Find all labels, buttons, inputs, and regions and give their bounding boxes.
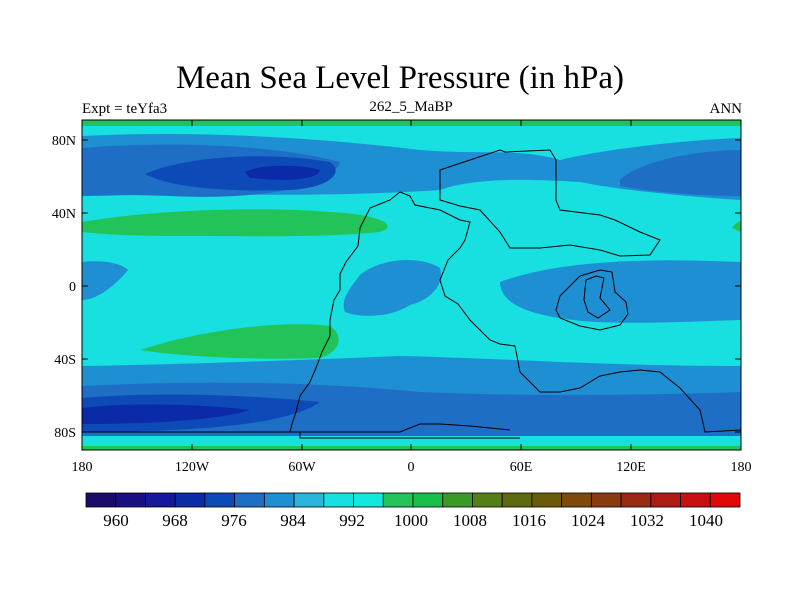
colorbar-swatch xyxy=(590,492,622,508)
colorbar-label: 1024 xyxy=(571,511,606,530)
colorbar-label: 1032 xyxy=(630,511,664,530)
northern-continent-outline xyxy=(439,149,661,257)
colorbar-swatch xyxy=(650,492,681,508)
north-pacific-high xyxy=(82,209,388,237)
lat-label: 80N xyxy=(52,134,76,149)
colorbar-label: 984 xyxy=(280,511,306,530)
equatorial-low-west xyxy=(82,261,128,300)
colorbar-swatch xyxy=(680,492,711,508)
colorbar-swatch xyxy=(115,492,146,508)
colorbar-swatch xyxy=(204,492,236,508)
eastern-coast-outline xyxy=(399,191,741,433)
colorbar-swatch xyxy=(353,492,384,508)
colorbar-swatch xyxy=(382,492,414,508)
colorbar-labels: 960 968 976 984 992 1000 1008 1016 1024 … xyxy=(103,511,723,530)
colorbar-swatch xyxy=(531,492,563,508)
equatorial-low-east xyxy=(500,260,741,323)
aleutian-low xyxy=(145,156,336,191)
lon-label: 60E xyxy=(510,460,533,475)
colorbar-swatch xyxy=(442,492,473,508)
lon-label: 0 xyxy=(408,460,415,475)
pressure-field xyxy=(82,120,741,450)
colorbar-swatch xyxy=(620,492,652,508)
colorbar-swatch xyxy=(561,492,592,508)
colorbar-label: 992 xyxy=(339,511,365,530)
lat-label: 40N xyxy=(52,207,76,222)
lat-label: 0 xyxy=(69,280,76,295)
colorbar-swatch xyxy=(709,492,741,508)
equatorial-low-central xyxy=(343,259,441,316)
season-label: ANN xyxy=(709,101,743,117)
aleutian-low-core xyxy=(245,165,320,180)
colorbar-swatch xyxy=(263,492,295,508)
colorbar-swatch xyxy=(412,492,444,508)
colorbar-swatch xyxy=(323,492,354,508)
western-coast-outline xyxy=(289,191,511,433)
lon-label: 120E xyxy=(616,460,646,475)
colorbar-swatch xyxy=(501,492,533,508)
plot-title: Mean Sea Level Pressure (in hPa) xyxy=(175,60,625,96)
icelandic-low xyxy=(620,150,741,196)
lon-label: 60W xyxy=(288,460,316,475)
lat-label: 80S xyxy=(54,426,76,441)
colorbar-label: 960 xyxy=(103,511,129,530)
colorbar-label: 976 xyxy=(221,511,247,530)
colorbar-label: 1040 xyxy=(689,511,723,530)
south-pacific-high xyxy=(140,324,339,359)
colorbar-label: 1016 xyxy=(512,511,546,530)
colorbar-label: 1000 xyxy=(394,511,428,530)
coastlines xyxy=(82,149,741,439)
experiment-label: Expt = teYfa3 xyxy=(82,101,168,117)
time-label: 262_5_MaBP xyxy=(369,99,453,115)
lon-label: 180 xyxy=(72,460,93,475)
colorbar-swatch xyxy=(145,492,176,508)
colorbar-swatch xyxy=(472,492,503,508)
lon-tick-marks xyxy=(81,120,742,450)
colorbar-swatch xyxy=(174,492,206,508)
lon-label: 120W xyxy=(175,460,210,475)
island-outline xyxy=(555,269,629,331)
lat-label: 40S xyxy=(54,353,76,368)
colorbar-swatch xyxy=(293,492,325,508)
colorbar-swatch xyxy=(234,492,265,508)
southern-coast-outline xyxy=(82,431,520,439)
colorbar-swatch xyxy=(85,492,117,508)
lat-tick-marks xyxy=(82,139,741,433)
lon-label: 180 xyxy=(731,460,752,475)
colorbar xyxy=(85,492,741,508)
colorbar-label: 1008 xyxy=(453,511,487,530)
colorbar-label: 968 xyxy=(162,511,188,530)
